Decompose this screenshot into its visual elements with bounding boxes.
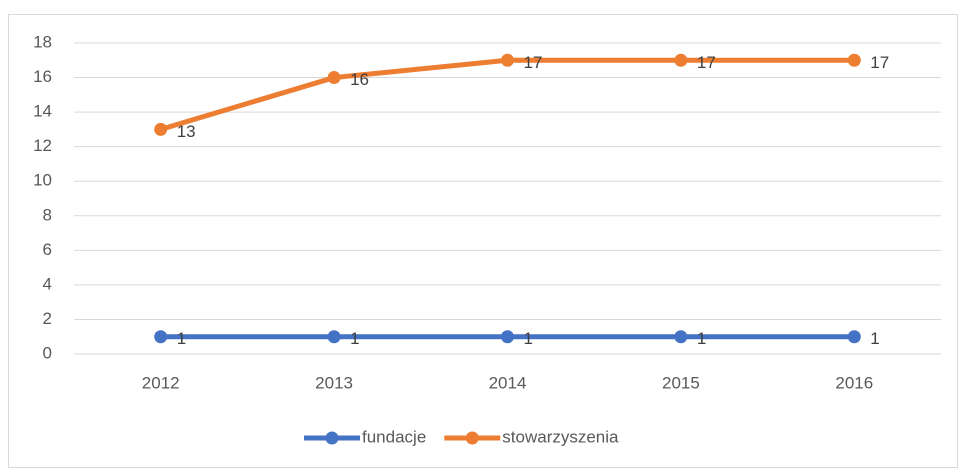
x-tick-label: 2014	[489, 373, 527, 392]
data-label: 1	[177, 329, 186, 348]
data-label: 17	[524, 53, 543, 72]
x-tick-label: 2015	[662, 373, 700, 392]
point-marker	[674, 53, 688, 67]
y-tick-label: 4	[43, 274, 52, 293]
y-tick-label: 18	[33, 32, 52, 51]
point-marker	[501, 330, 514, 344]
legend-marker	[325, 431, 339, 445]
x-tick-label: 2012	[142, 373, 180, 392]
y-tick-label: 0	[43, 343, 52, 362]
y-tick-label: 12	[33, 136, 52, 155]
y-tick-label: 2	[43, 309, 52, 328]
point-marker	[847, 53, 861, 67]
y-tick-label: 16	[33, 67, 52, 86]
point-marker	[501, 53, 514, 67]
data-label: 1	[524, 329, 533, 348]
data-label: 16	[350, 70, 369, 89]
data-label: 17	[697, 53, 716, 72]
y-tick-label: 14	[33, 102, 52, 121]
data-label: 1	[350, 329, 359, 348]
chart-border	[8, 14, 958, 468]
point-marker	[154, 330, 168, 344]
point-marker	[327, 330, 341, 344]
data-label: 17	[870, 53, 889, 72]
legend-label: stowarzyszenia	[502, 427, 619, 446]
point-marker	[154, 122, 168, 136]
data-label: 1	[697, 329, 706, 348]
x-tick-label: 2016	[835, 373, 873, 392]
y-tick-label: 6	[43, 240, 52, 259]
y-tick-label: 10	[33, 171, 52, 190]
y-tick-label: 8	[43, 205, 52, 224]
data-label: 13	[177, 122, 196, 141]
point-marker	[674, 330, 688, 344]
x-tick-label: 2013	[315, 373, 353, 392]
legend-marker	[465, 431, 479, 445]
point-marker	[847, 330, 861, 344]
point-marker	[327, 71, 341, 85]
legend-label: fundacje	[362, 427, 426, 446]
data-label: 1	[870, 329, 879, 348]
